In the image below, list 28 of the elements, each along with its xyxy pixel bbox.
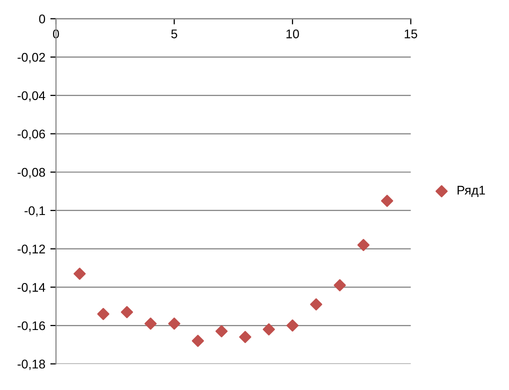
point [310, 298, 322, 310]
y-tick-label: 0 [39, 14, 46, 24]
point [74, 268, 86, 280]
point [97, 308, 110, 320]
point [381, 194, 394, 207]
y-tick-label: -0,1 [24, 206, 45, 217]
y-tick-label: -0,02 [18, 52, 45, 64]
point [215, 325, 228, 338]
point [168, 318, 180, 330]
y-tick-label: -0,14 [18, 282, 46, 294]
y-tick-label: -0,06 [18, 130, 46, 140]
x-tick-label: 15 [404, 30, 418, 38]
point [286, 319, 299, 332]
point [192, 334, 204, 347]
y-tick-label: -0,16 [18, 321, 46, 332]
x-tick-label: 5 [171, 30, 178, 38]
point [357, 238, 370, 252]
y-tick-label: -0,12 [18, 244, 45, 255]
x-tick-label: 10 [286, 29, 299, 38]
point [120, 306, 134, 318]
point [262, 323, 275, 336]
y-tick-label: -0,18 [18, 360, 46, 370]
y-tick-label: -0,04 [18, 91, 46, 102]
point [239, 330, 252, 344]
y-tick-label: -0,08 [18, 168, 46, 178]
legend-label: Ряд1 [458, 186, 485, 198]
point [334, 279, 346, 292]
point [144, 318, 157, 330]
